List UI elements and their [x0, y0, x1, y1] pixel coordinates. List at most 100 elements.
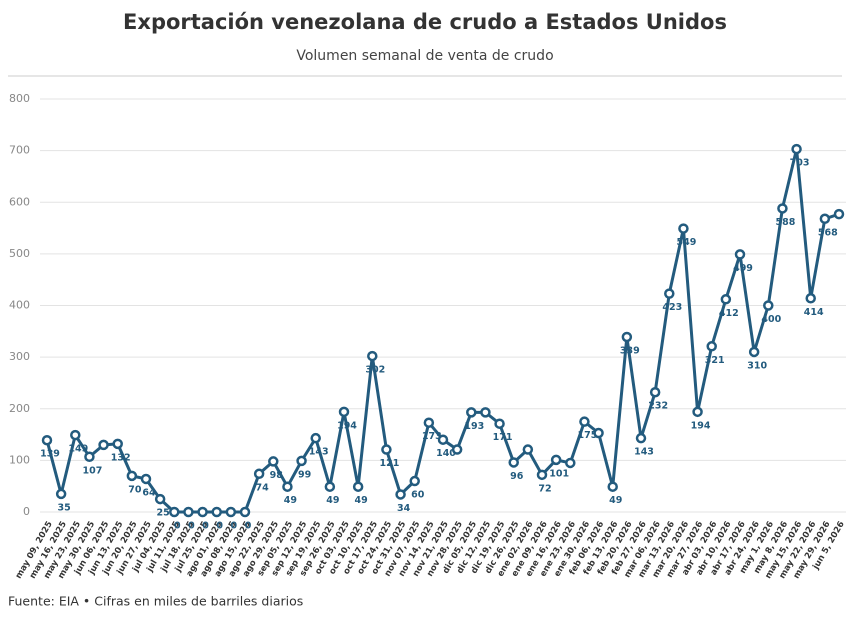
- y-tick-label: 100: [9, 453, 30, 466]
- point: [324, 481, 336, 492]
- value-label: 70: [128, 484, 142, 495]
- value-label: 49: [326, 495, 339, 506]
- point: [466, 407, 477, 418]
- value-label: 0: [188, 521, 195, 532]
- point: [522, 444, 534, 455]
- value-label: 49: [609, 495, 622, 506]
- value-label: 149: [68, 444, 88, 455]
- point: [423, 417, 435, 428]
- value-label: 588: [776, 217, 796, 228]
- value-label: 132: [111, 452, 131, 463]
- point: [296, 455, 307, 467]
- value-label: 703: [790, 158, 810, 169]
- point: [381, 444, 392, 455]
- value-label: 35: [58, 502, 71, 513]
- value-label: 72: [538, 483, 551, 494]
- point: [692, 406, 703, 418]
- point: [395, 489, 406, 500]
- value-label: 175: [578, 430, 598, 441]
- value-label: 232: [648, 401, 668, 412]
- point: [282, 481, 293, 492]
- value-label: 194: [691, 420, 711, 431]
- value-label: 400: [761, 314, 781, 325]
- point: [763, 300, 774, 311]
- value-label: 101: [549, 468, 569, 479]
- value-label: 60: [411, 490, 425, 501]
- point: [819, 213, 831, 225]
- point: [777, 203, 788, 214]
- value-label: 171: [493, 432, 513, 443]
- point: [126, 470, 138, 482]
- point: [154, 493, 166, 505]
- point: [98, 439, 109, 451]
- point: [480, 407, 491, 418]
- point: [451, 444, 463, 455]
- y-tick-label: 300: [9, 350, 30, 363]
- point: [593, 427, 604, 439]
- value-label: 107: [83, 465, 103, 476]
- y-tick-label: 400: [9, 299, 30, 312]
- value-label: 96: [510, 471, 524, 482]
- point: [550, 454, 562, 466]
- point: [112, 438, 123, 450]
- value-label: 140: [436, 448, 456, 459]
- value-label: 549: [677, 237, 697, 248]
- point: [338, 406, 350, 418]
- value-label: 302: [365, 365, 385, 376]
- point: [748, 346, 760, 358]
- value-label: 25: [157, 508, 170, 519]
- y-tick-label: 200: [9, 402, 30, 415]
- value-label: 0: [216, 521, 223, 532]
- point: [649, 386, 661, 398]
- y-tick-label: 800: [9, 92, 30, 105]
- value-label: 64: [142, 487, 156, 498]
- point: [508, 457, 519, 468]
- y-tick-label: 600: [9, 195, 30, 208]
- value-label: 568: [818, 227, 838, 238]
- point: [607, 481, 618, 492]
- point: [664, 288, 675, 299]
- point: [409, 475, 420, 487]
- value-label: 499: [733, 263, 753, 274]
- chart-source: Fuente: EIA • Cifras en miles de barrile…: [8, 594, 303, 609]
- y-tick-label: 0: [23, 505, 30, 518]
- point: [140, 473, 152, 485]
- value-label: 0: [231, 521, 238, 532]
- point: [225, 506, 237, 518]
- value-label: 0: [174, 521, 181, 532]
- point: [310, 432, 321, 444]
- point: [536, 469, 548, 481]
- point: [833, 208, 845, 220]
- point: [211, 506, 222, 518]
- value-label: 193: [464, 421, 484, 432]
- point: [565, 457, 576, 469]
- point: [621, 331, 633, 343]
- value-label: 173: [422, 431, 442, 442]
- point: [635, 432, 647, 444]
- point: [239, 506, 251, 518]
- point: [183, 506, 194, 518]
- point: [84, 451, 95, 463]
- value-label: 98: [270, 470, 284, 481]
- value-label: 34: [397, 503, 411, 514]
- point: [55, 488, 67, 500]
- point: [367, 350, 378, 362]
- point: [706, 341, 717, 352]
- point: [352, 481, 364, 492]
- chart-subtitle: Volumen semanal de venta de crudo: [296, 48, 553, 64]
- value-label: 321: [705, 355, 725, 366]
- point: [734, 249, 746, 260]
- point: [197, 506, 208, 518]
- value-label: 143: [634, 447, 654, 458]
- y-tick-label: 700: [9, 144, 30, 157]
- point: [41, 434, 53, 446]
- value-label: 0: [245, 521, 252, 532]
- point: [70, 429, 81, 441]
- value-label: 339: [620, 345, 640, 356]
- value-label: 49: [355, 495, 368, 506]
- chart-title: Exportación venezolana de crudo a Estado…: [123, 10, 727, 34]
- point: [720, 294, 732, 305]
- point: [494, 418, 505, 429]
- point: [805, 293, 816, 304]
